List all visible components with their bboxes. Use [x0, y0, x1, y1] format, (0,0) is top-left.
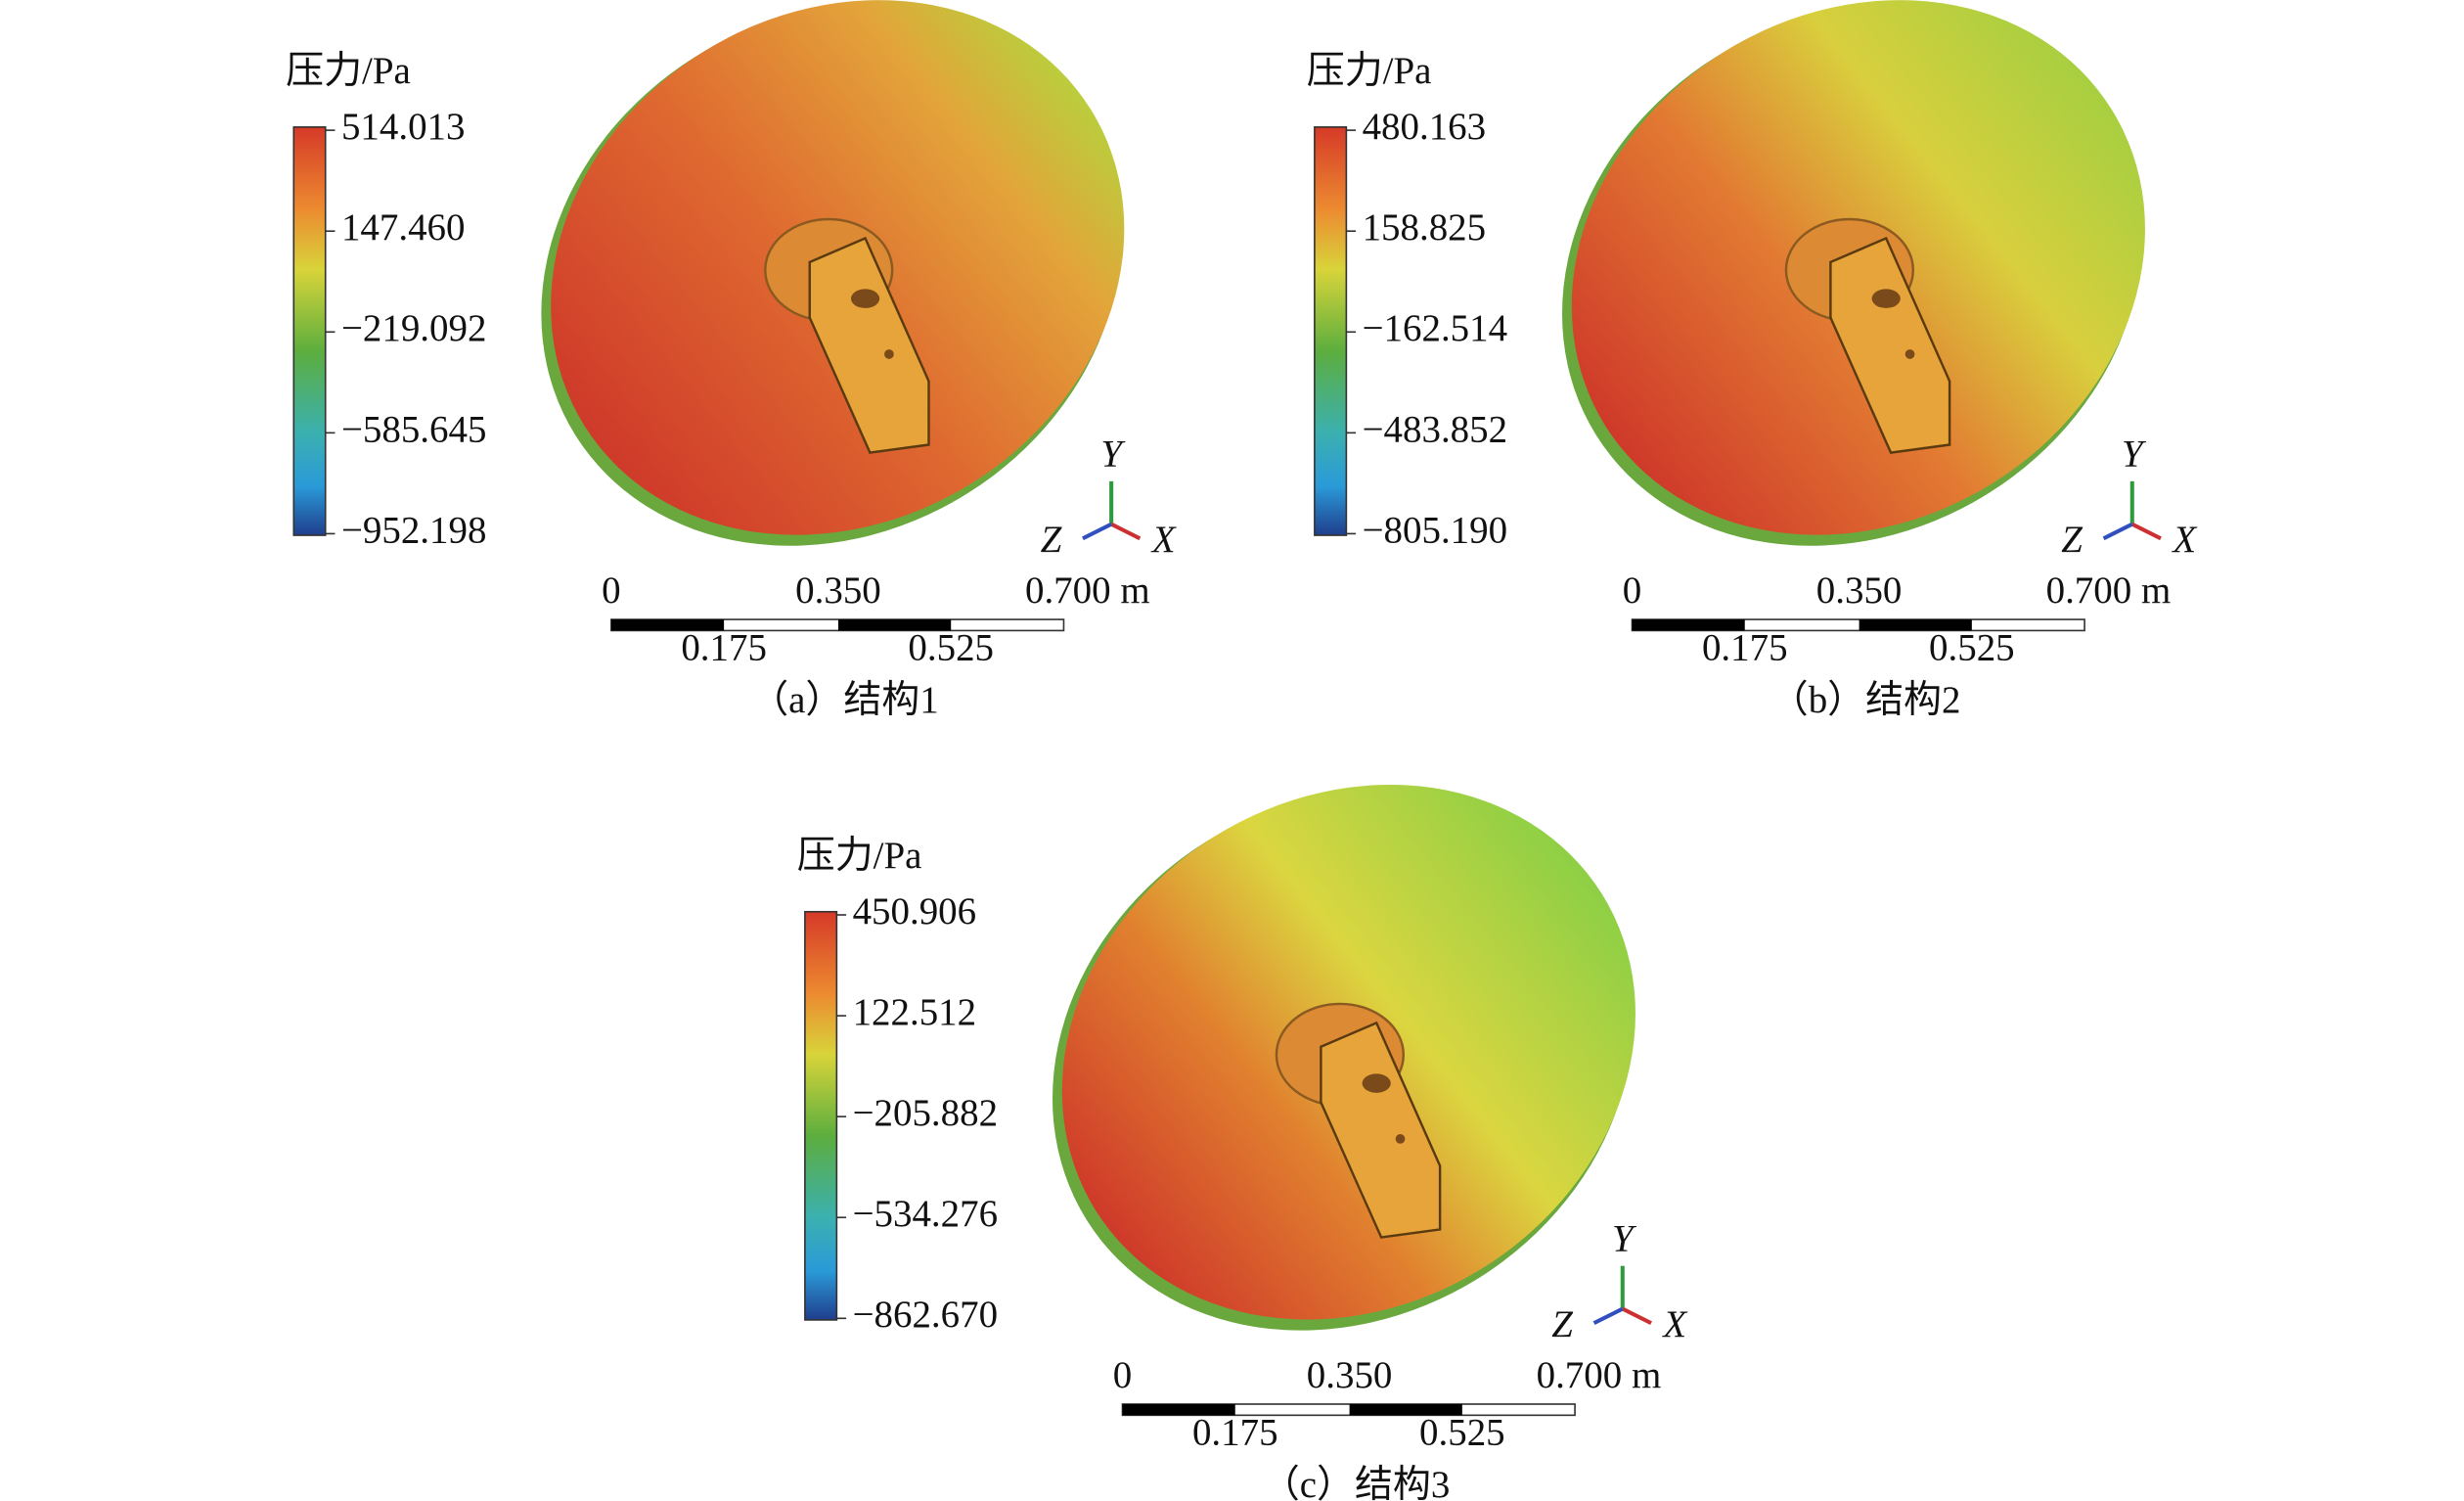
legend-tick-label: −585.645 [341, 408, 487, 450]
scale-label: 0.700 m [1025, 569, 1150, 612]
legend-tick-label: −483.852 [1363, 408, 1508, 450]
colorbar [1314, 126, 1348, 536]
legend-tick-label: 158.825 [1363, 206, 1487, 249]
scale-label: 0.175 [1192, 1411, 1278, 1453]
legend-tick-label: 147.460 [341, 206, 466, 249]
axis-label: Y [1100, 432, 1126, 475]
bracket [1320, 1021, 1442, 1239]
axis-label: X [1661, 1303, 1688, 1345]
axis-x [1621, 1306, 1652, 1326]
hole [1395, 1134, 1406, 1144]
colorbar [804, 910, 838, 1321]
hole [850, 289, 880, 308]
axis-label: Z [1041, 519, 1062, 561]
axis-z [1592, 1306, 1624, 1326]
scale-label: 0.525 [908, 626, 994, 668]
axis-label: X [2171, 519, 2198, 561]
panel: 压力/Pa 480.163 158.825 −162.514 −483.852 −805.… [1307, 0, 2198, 721]
panel: 压力/Pa 514.013 147.460 −219.092 −585.645 −952.… [286, 0, 1178, 721]
scale-label: 0.525 [1419, 1411, 1505, 1453]
scale-label: 0.350 [1816, 569, 1903, 612]
legend-tick-label: 450.906 [853, 890, 977, 932]
scale-seg [1859, 619, 1972, 631]
scale-seg [1122, 1403, 1235, 1416]
axis-x [2130, 522, 2162, 541]
caption: （c）结构3 [1262, 1464, 1451, 1501]
scale-label: 0.525 [1929, 626, 2015, 668]
axis-z [1082, 522, 1113, 541]
legend-tick-label: −805.190 [1363, 509, 1508, 551]
legend-tick-label: −219.092 [341, 307, 487, 349]
hole [1904, 349, 1915, 359]
axis-label: Z [2061, 519, 2083, 561]
scale-label: 0.350 [1307, 1354, 1393, 1396]
scale-label: 0.175 [1702, 626, 1788, 668]
scale-seg [1349, 1403, 1462, 1416]
legend-title: 压力/Pa [286, 50, 411, 92]
scale-label: 0.700 m [1537, 1354, 1662, 1396]
panel: 压力/Pa 450.906 122.512 −205.882 −534.276 −862.… [797, 785, 1688, 1501]
legend-tick-label: −162.514 [1363, 307, 1508, 349]
legend-tick-label: −534.276 [853, 1193, 999, 1235]
legend-title: 压力/Pa [797, 835, 922, 877]
legend-tick-label: 480.163 [1363, 106, 1487, 148]
legend-tick-label: −862.670 [853, 1294, 999, 1336]
axis-label: Z [1551, 1303, 1573, 1345]
axis-label: Y [2122, 432, 2147, 475]
legend-tick-label: −205.882 [853, 1092, 999, 1134]
hole [1871, 289, 1901, 308]
scale-seg [610, 619, 725, 631]
scale-label: 0 [1113, 1354, 1132, 1396]
scale-seg [1632, 619, 1745, 631]
legend-title: 压力/Pa [1307, 50, 1432, 92]
scale-label: 0 [1623, 569, 1641, 612]
legend-tick-label: 514.013 [341, 106, 466, 148]
axis-z [2102, 522, 2133, 541]
axis-x [1110, 522, 1142, 541]
legend-tick-label: 122.512 [853, 991, 977, 1033]
hole [884, 349, 894, 359]
bracket [1829, 236, 1951, 454]
scale-label: 0.700 m [2046, 569, 2172, 612]
scale-seg [837, 619, 952, 631]
caption: （a）结构1 [750, 679, 939, 721]
axis-label: Y [1612, 1217, 1637, 1259]
bracket [808, 236, 930, 454]
scale-label: 0.350 [795, 569, 881, 612]
caption: （b）结构2 [1770, 679, 1961, 721]
legend-tick-label: −952.198 [341, 509, 487, 551]
colorbar [292, 126, 327, 536]
scale-label: 0 [602, 569, 620, 612]
hole [1362, 1073, 1391, 1093]
scale-label: 0.175 [681, 626, 767, 668]
axis-label: X [1150, 519, 1178, 561]
